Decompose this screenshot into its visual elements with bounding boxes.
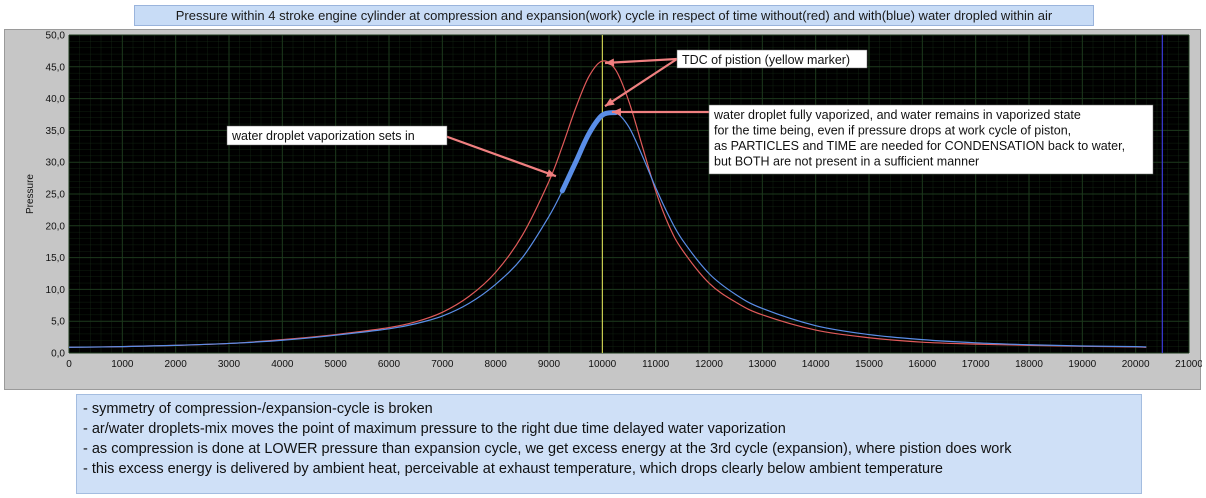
x-tick-label: 11000 xyxy=(642,359,670,370)
x-tick-label: 0 xyxy=(66,359,72,370)
vap-full-annotation-text: for the time being, even if pressure dro… xyxy=(714,124,1071,138)
note-line: - symmetry of compression-/expansion-cyc… xyxy=(83,401,433,417)
y-tick-label: 25,0 xyxy=(46,190,66,201)
y-tick-label: 15,0 xyxy=(46,253,66,264)
x-tick-label: 10000 xyxy=(588,359,616,370)
x-tick-label: 16000 xyxy=(908,359,936,370)
y-tick-label: 35,0 xyxy=(46,126,66,137)
vap-start-annotation-box xyxy=(226,125,448,146)
x-tick-label: 18000 xyxy=(1015,359,1043,370)
vaporization-band xyxy=(559,110,619,194)
vap-full-annotation-box xyxy=(708,104,1154,175)
x-tick-label: 5000 xyxy=(325,359,348,370)
x-tick-label: 14000 xyxy=(802,359,830,370)
y-tick-label: 5,0 xyxy=(51,317,65,328)
notes-box: - symmetry of compression-/expansion-cyc… xyxy=(76,394,1142,494)
vap-full-annotation-text: water droplet fully vaporized, and water… xyxy=(713,108,1081,122)
x-tick-label: 3000 xyxy=(218,359,241,370)
x-tick-label: 12000 xyxy=(695,359,723,370)
vap-start-annotation-text: water droplet vaporization sets in xyxy=(231,129,415,143)
y-tick-label: 10,0 xyxy=(46,285,66,296)
vap-start-arrow xyxy=(444,134,557,178)
vap-start-arrow-head xyxy=(546,169,556,177)
tdc-arrow-2 xyxy=(604,58,678,108)
y-tick-label: 20,0 xyxy=(46,221,66,232)
vap-full-arrow-head xyxy=(611,107,621,116)
note-line: - ar/water droplets-mix moves the point … xyxy=(83,421,786,437)
y-tick-label: 45,0 xyxy=(46,62,66,73)
x-tick-label: 8000 xyxy=(485,359,508,370)
x-tick-label: 20000 xyxy=(1122,359,1150,370)
x-tick-label: 17000 xyxy=(962,359,990,370)
y-tick-label: 0,0 xyxy=(51,349,65,360)
x-tick-label: 6000 xyxy=(378,359,401,370)
x-tick-label: 4000 xyxy=(271,359,294,370)
note-line: - as compression is done at LOWER pressu… xyxy=(83,441,1012,457)
note-line: - this excess energy is delivered by amb… xyxy=(83,461,943,477)
chart-title: Pressure within 4 stroke engine cylinder… xyxy=(134,5,1094,26)
y-axis-label: Pressure xyxy=(25,174,36,214)
tdc-arrow-head xyxy=(605,58,615,67)
x-tick-label: 7000 xyxy=(431,359,454,370)
vap-full-annotation-text: as PARTICLES and TIME are needed for CON… xyxy=(714,139,1125,153)
tdc-arrow xyxy=(604,57,678,65)
x-tick-label: 2000 xyxy=(165,359,188,370)
y-tick-label: 40,0 xyxy=(46,94,66,105)
tdc-arrow-2-head xyxy=(605,97,615,107)
vap-full-annotation-text: but BOTH are not present in a sufficient… xyxy=(714,155,979,169)
pressure-chart: 0 1000 2000 3000 4000 5000 6000 7000 8000 9000 100… xyxy=(25,31,1202,371)
x-tick-label: 21000 xyxy=(1175,359,1202,370)
x-tick-label: 15000 xyxy=(855,359,883,370)
x-tick-label: 9000 xyxy=(538,359,561,370)
tdc-annotation-text: TDC of pistion (yellow marker) xyxy=(682,53,850,67)
y-tick-label: 50,0 xyxy=(46,31,66,42)
x-tick-label: 13000 xyxy=(748,359,776,370)
x-tick-label: 1000 xyxy=(111,359,134,370)
tdc-annotation-box xyxy=(676,49,868,69)
x-tick-label: 19000 xyxy=(1068,359,1096,370)
y-tick-label: 30,0 xyxy=(46,158,66,169)
chart-frame: 0 1000 2000 3000 4000 5000 6000 7000 8000 9000 100… xyxy=(4,29,1202,390)
